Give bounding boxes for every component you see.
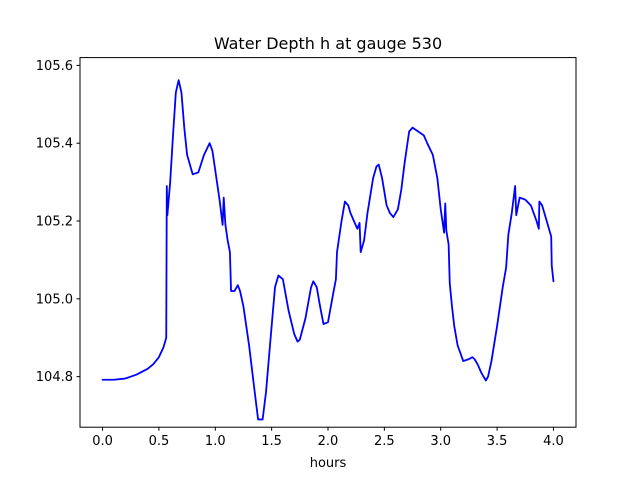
x-tick-label: 3.0 xyxy=(430,434,451,449)
x-tick-label: 3.5 xyxy=(487,434,508,449)
series-layer xyxy=(101,79,555,421)
plot-frame xyxy=(79,57,577,428)
y-tick-label: 104.8 xyxy=(36,370,73,385)
chart-title: Water Depth h at gauge 530 xyxy=(214,34,442,53)
x-tick-label: 0.5 xyxy=(149,434,170,449)
x-tick-label: 4.0 xyxy=(543,434,564,449)
x-tick-label: 1.5 xyxy=(261,434,282,449)
y-axis-ticks: 104.8 105.0 105.2 105.4 105.6 xyxy=(36,59,80,385)
y-tick-label: 105.4 xyxy=(36,137,73,152)
x-tick-label: 2.5 xyxy=(374,434,395,449)
x-tick-label: 2.0 xyxy=(318,434,339,449)
plot-area xyxy=(80,57,576,428)
x-tick-label: 1.0 xyxy=(205,434,226,449)
y-tick-label: 105.6 xyxy=(36,59,73,74)
series-line xyxy=(101,79,555,421)
x-axis-ticks: 0.0 0.5 1.0 1.5 2.0 2.5 3.0 3.5 4.0 xyxy=(92,427,564,449)
y-tick-label: 105.0 xyxy=(36,292,73,307)
x-axis-label: hours xyxy=(310,456,347,471)
x-tick-label: 0.0 xyxy=(92,434,113,449)
y-tick-label: 105.2 xyxy=(36,215,73,230)
